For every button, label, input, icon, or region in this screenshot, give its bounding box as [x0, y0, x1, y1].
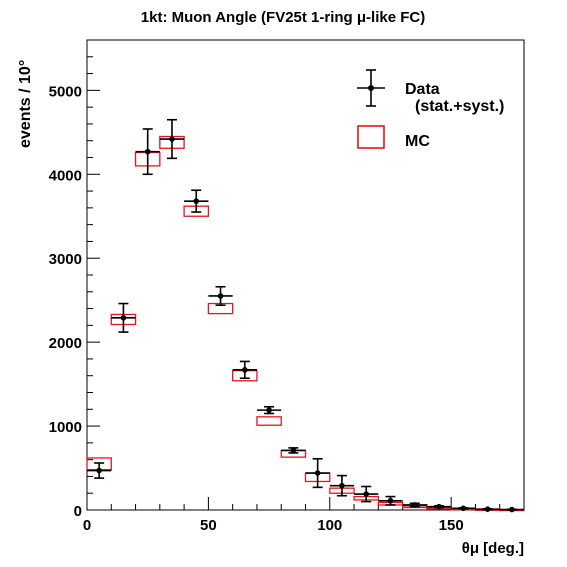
legend: Data (stat.+syst.) MC: [357, 69, 504, 150]
data-series: [87, 118, 524, 513]
data-point: [451, 505, 476, 512]
x-tick-label: 150: [439, 517, 464, 534]
data-point: [256, 405, 282, 415]
x-tick-label: 0: [83, 517, 91, 534]
y-tick-label: 0: [74, 503, 82, 520]
y-tick-label: 4000: [49, 167, 82, 184]
data-point: [305, 458, 330, 489]
data-point: [475, 506, 500, 512]
legend-data-marker: [357, 69, 385, 107]
mc-box: [256, 416, 282, 426]
legend-mc-label: MC: [405, 133, 430, 150]
data-point: [111, 302, 136, 333]
data-point: [184, 189, 209, 213]
data-point: [281, 447, 306, 454]
x-tick-label: 100: [317, 517, 342, 534]
y-axis-label: events / 10°: [17, 60, 34, 148]
x-axis-label: θμ [deg.]: [462, 540, 524, 557]
data-point: [159, 118, 185, 160]
data-point: [87, 462, 112, 479]
legend-data-label: Data: [405, 81, 440, 98]
mc-series: [86, 135, 525, 512]
data-point: [402, 502, 427, 508]
legend-data-sublabel: (stat.+syst.): [415, 98, 504, 115]
data-point: [329, 474, 355, 497]
y-tick-label: 1000: [49, 419, 82, 436]
axes-ticks: 0 50 100 150 0 1000 2000 3000 4000 5000: [49, 56, 525, 534]
legend-mc-marker: [357, 125, 385, 149]
y-tick-label: 5000: [49, 83, 82, 100]
data-point: [499, 506, 524, 513]
data-point: [232, 360, 257, 380]
data-point: [354, 485, 379, 503]
chart-title: 1kt: Muon Angle (FV25t 1-ring μ-like FC): [141, 9, 425, 26]
data-point: [208, 285, 233, 307]
x-tick-label: 50: [200, 517, 217, 534]
y-tick-label: 2000: [49, 335, 82, 352]
data-point: [378, 495, 403, 506]
y-tick-label: 3000: [49, 251, 82, 268]
data-point: [426, 503, 452, 510]
data-point: [135, 128, 160, 176]
